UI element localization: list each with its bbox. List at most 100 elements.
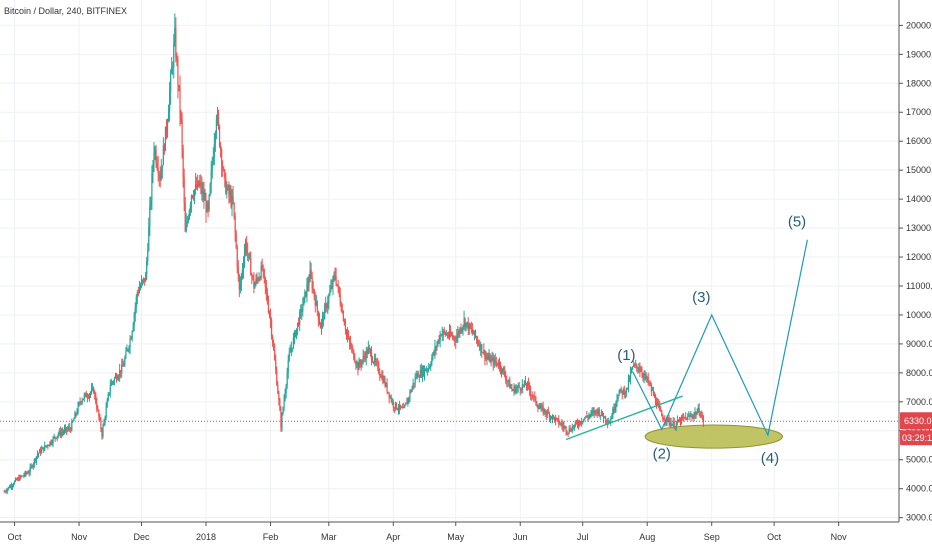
price-axis[interactable]: 3000.04000.05000.06000.07000.08000.09000… — [898, 0, 932, 523]
candle-body — [267, 302, 270, 312]
candle-body — [183, 177, 185, 203]
candle-body — [275, 360, 277, 371]
candle-body — [52, 437, 54, 444]
candle-body — [460, 328, 462, 332]
candle-body — [251, 275, 253, 277]
candle-body — [369, 349, 372, 352]
candle-body — [146, 261, 148, 275]
candle-body — [152, 164, 154, 174]
candle-body — [260, 265, 262, 279]
candle-body — [27, 472, 29, 474]
candle-body — [100, 419, 102, 430]
candle-body — [286, 373, 288, 386]
candle-body — [363, 356, 365, 357]
candle-body — [499, 362, 502, 370]
candle-body — [638, 368, 640, 370]
candle-body — [28, 472, 30, 474]
candle-body — [544, 409, 546, 414]
candle-body — [387, 391, 389, 393]
candle-body — [282, 407, 284, 415]
candle-body — [552, 415, 555, 418]
candle-body — [482, 352, 484, 354]
candle-body — [39, 449, 42, 453]
candle-body — [303, 296, 305, 306]
candle-body — [674, 426, 676, 429]
y-tick-label: 9000.0 — [906, 339, 932, 349]
candle-body — [589, 414, 591, 416]
candle-body — [409, 391, 411, 398]
candle-body — [38, 449, 41, 454]
candle-body — [188, 210, 190, 219]
candle-body — [19, 476, 21, 481]
candle-body — [516, 387, 518, 389]
candle-body — [122, 364, 124, 367]
candle-body — [293, 331, 296, 338]
candle-body — [384, 379, 386, 386]
candle-body — [525, 385, 528, 387]
candle-body — [547, 411, 549, 414]
candle-body — [702, 416, 704, 423]
candle-body — [48, 445, 50, 447]
candle-body — [636, 364, 638, 368]
candle-body — [395, 402, 398, 409]
candle-body — [36, 454, 39, 457]
candle-body — [11, 485, 14, 487]
candle-body — [311, 276, 313, 289]
candle-body — [644, 374, 646, 376]
candle-body — [225, 177, 227, 194]
candle-body — [313, 289, 315, 297]
candle-body — [157, 167, 159, 174]
candle-body — [536, 403, 538, 407]
time-axis[interactable]: Oct Nov Dec 2018 Feb Mar Apr May Jun Jul Aug Sep Oct… — [0, 521, 899, 542]
wave-label: (5) — [788, 214, 806, 231]
candle-body — [44, 445, 46, 451]
candle-body — [430, 364, 432, 367]
candle-body — [515, 388, 517, 393]
candle-body — [74, 413, 76, 420]
candle-body — [487, 358, 489, 360]
candle-body — [67, 428, 69, 431]
candle-body — [231, 196, 233, 206]
wave-label: (2) — [653, 445, 671, 462]
candle-body — [596, 410, 598, 414]
candle-body — [494, 358, 496, 362]
candle-body — [673, 421, 675, 429]
candle-body — [198, 180, 200, 186]
candle-body — [246, 241, 248, 253]
candle-body — [83, 395, 85, 399]
candle-body — [116, 378, 119, 380]
candle-body — [637, 367, 639, 370]
candle-body — [633, 364, 635, 367]
candle-body — [664, 419, 666, 422]
candle-body — [625, 387, 627, 393]
candle-body — [156, 163, 158, 168]
candle-body — [459, 328, 461, 334]
candle-body — [338, 286, 340, 295]
candle-body — [46, 445, 48, 447]
candle-body — [199, 182, 201, 186]
candle-body — [291, 347, 293, 349]
candle-body — [550, 416, 553, 419]
candle-body — [41, 449, 43, 453]
candle-body — [222, 165, 224, 169]
candle-body — [171, 67, 173, 74]
candle-body — [495, 361, 497, 363]
candle-body — [661, 411, 663, 417]
candle-body — [695, 412, 697, 415]
candle-body — [205, 199, 207, 212]
candle-body — [433, 352, 435, 354]
candle-body — [109, 385, 111, 393]
candle-body — [470, 328, 472, 330]
candle-body — [452, 335, 454, 338]
candle-body — [461, 328, 463, 332]
candle-body — [16, 478, 18, 480]
candle-body — [7, 487, 9, 490]
candle-body — [512, 390, 514, 391]
candle-body — [136, 292, 138, 298]
price-badge-layer: 6330.0 03:29:18 — [900, 412, 932, 446]
candle-body — [138, 288, 141, 293]
x-tick-label: Dec — [134, 532, 151, 542]
x-tick-label: Feb — [263, 532, 279, 542]
